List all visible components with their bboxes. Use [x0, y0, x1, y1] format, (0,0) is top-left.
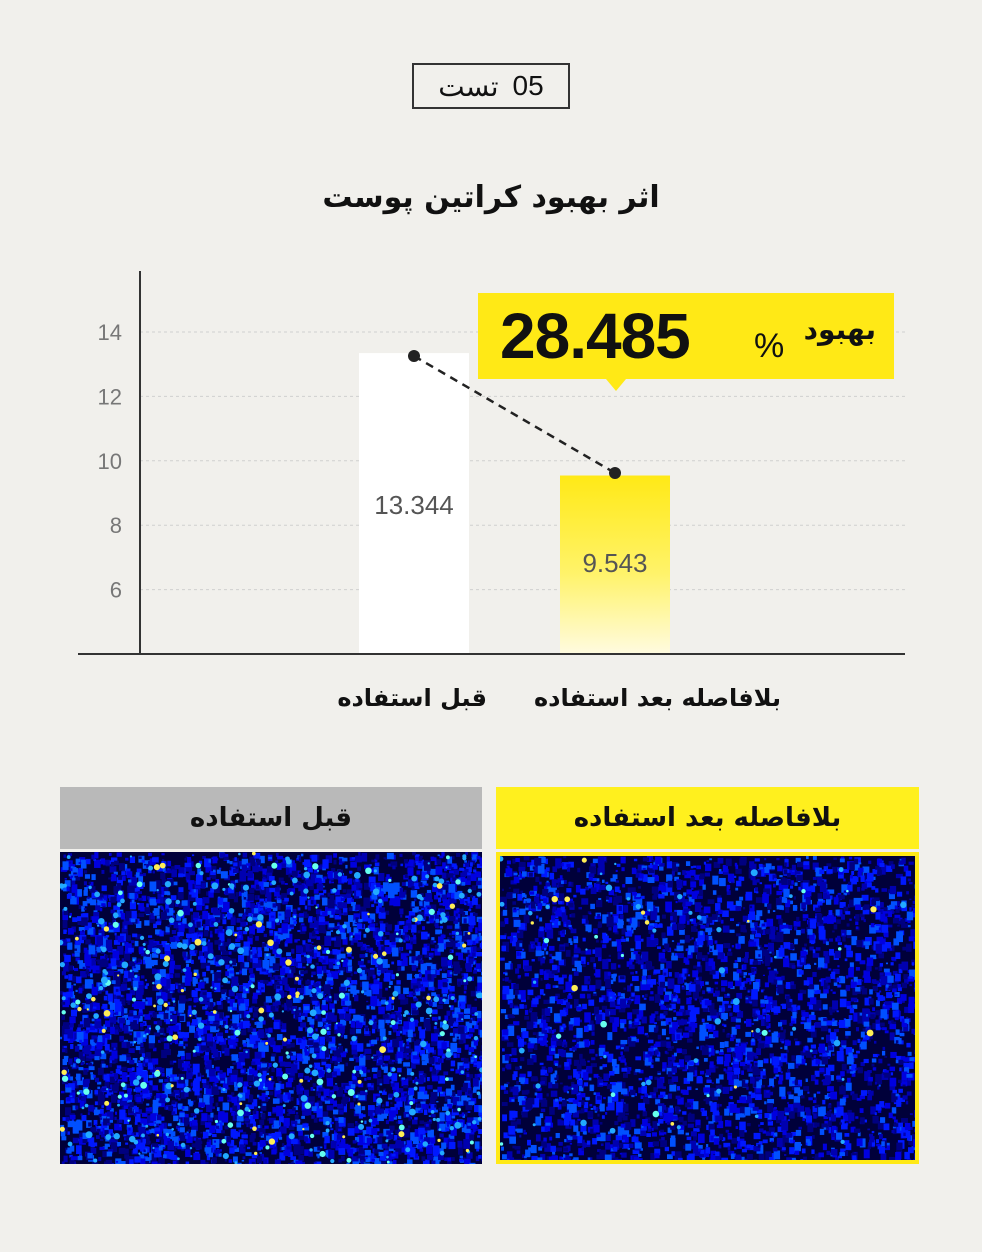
category-label: قبل استفاده	[337, 684, 487, 712]
y-tick-label: 14	[98, 320, 122, 345]
keratin-bar-chart: 6 8 10 12 14 13.344 9.543 قبل استفاده بلافاصله ب…	[78, 271, 905, 712]
percent-sign: %	[754, 327, 785, 365]
connector-line	[413, 354, 616, 475]
callout-pointer	[606, 379, 626, 391]
chart-title: اثر بهبود کراتین پوست	[322, 180, 660, 215]
y-tick-label: 6	[110, 578, 122, 603]
after-panel-header: بلافاصله بعد استفاده	[496, 787, 919, 849]
bar-before	[359, 353, 469, 654]
bar-after	[560, 475, 670, 654]
before-point	[408, 350, 420, 362]
improvement-word: بهبود	[803, 313, 876, 346]
improvement-value: 28.485	[500, 300, 691, 372]
after-point	[609, 467, 621, 479]
improvement-callout: 28.485 % بهبود	[478, 293, 894, 391]
bar-value-label: 13.344	[374, 490, 454, 520]
y-tick-label: 8	[110, 513, 122, 538]
after-skin-heatmap	[496, 852, 919, 1164]
y-tick-label: 10	[98, 449, 122, 474]
category-label: بلافاصله بعد استفاده	[534, 684, 781, 712]
test-badge-word: تست	[438, 69, 499, 103]
test-badge: تست 05	[412, 63, 570, 109]
bar-value-label: 9.543	[582, 548, 647, 578]
before-skin-heatmap	[60, 852, 482, 1164]
test-badge-number: 05	[512, 70, 544, 101]
before-panel-header: قبل استفاده	[60, 787, 482, 849]
y-tick-label: 12	[98, 384, 122, 409]
